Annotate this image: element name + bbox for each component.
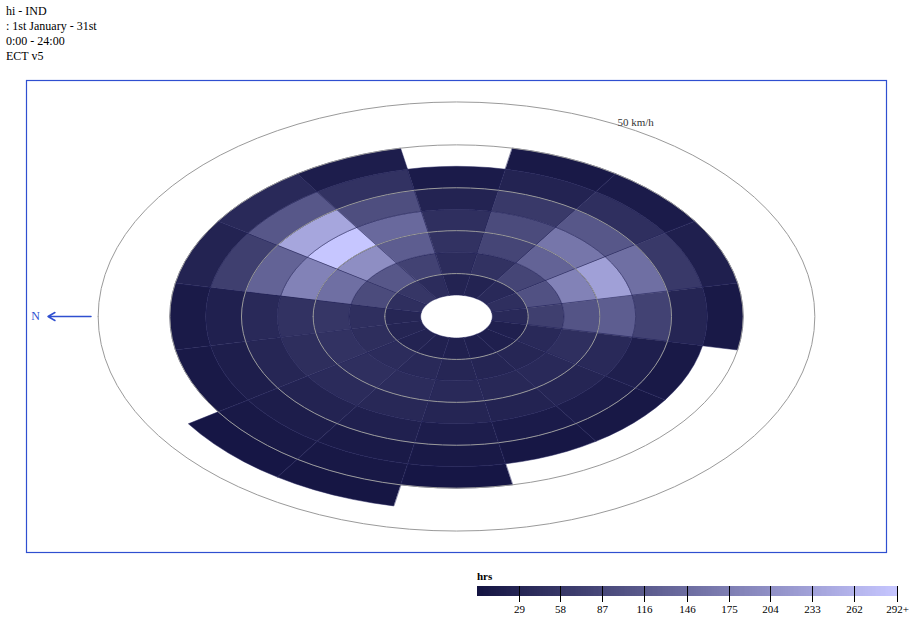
svg-text:116: 116: [636, 603, 653, 615]
svg-text:262: 262: [846, 603, 863, 615]
svg-text:N: N: [31, 309, 40, 323]
html-text:0:00 - 24:00: 0:00 - 24:00: [6, 34, 65, 48]
svg-text:hrs: hrs: [477, 570, 493, 582]
html-text:: 1st January - 31st: : 1st January - 31st: [6, 19, 97, 33]
svg-text:175: 175: [721, 603, 738, 615]
svg-text:50 km/h: 50 km/h: [617, 116, 654, 128]
svg-text:87: 87: [597, 603, 609, 615]
svg-text:292+: 292+: [886, 603, 909, 615]
html-text:ECT v5: ECT v5: [6, 49, 44, 63]
svg-text:204: 204: [762, 603, 779, 615]
svg-text:29: 29: [514, 603, 526, 615]
svg-text:58: 58: [555, 603, 567, 615]
html-text:hi - IND: hi - IND: [6, 4, 47, 18]
svg-text:146: 146: [679, 603, 696, 615]
svg-text:233: 233: [804, 603, 821, 615]
